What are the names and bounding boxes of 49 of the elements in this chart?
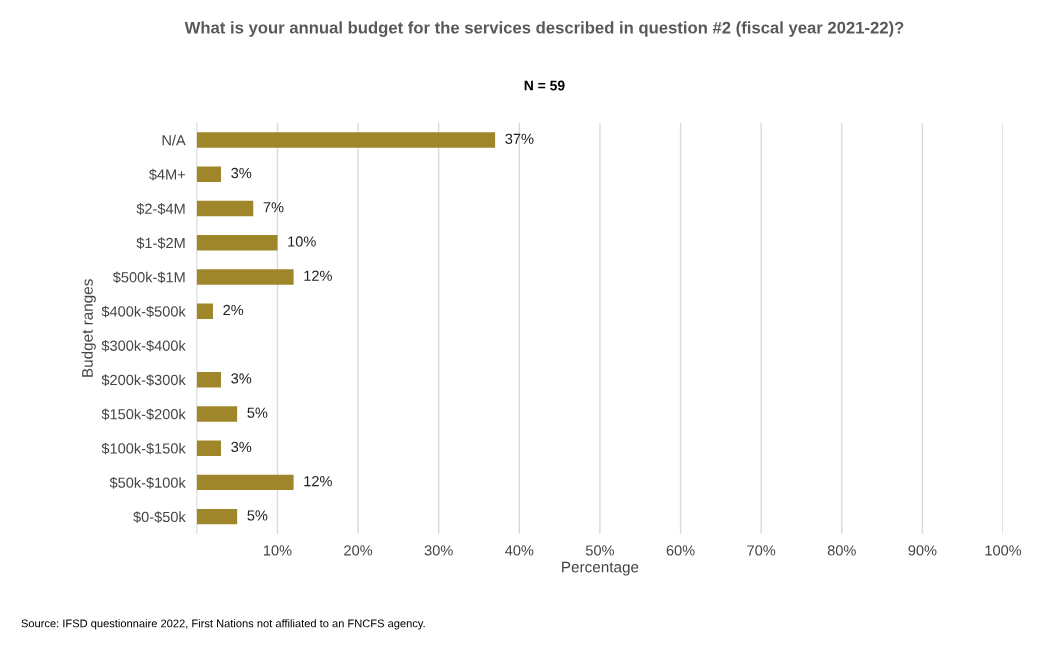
x-tick-label: 100% <box>985 545 1022 556</box>
bar <box>196 406 238 422</box>
x-tick-label: 80% <box>827 545 856 556</box>
y-tick-label: $400k-$500k <box>101 305 186 318</box>
x-tick-label: 70% <box>747 545 776 556</box>
data-label: 12% <box>304 476 332 487</box>
data-label: 3% <box>231 373 252 384</box>
y-tick-label: $300k-$400k <box>101 339 186 352</box>
y-tick-label: N/A <box>162 134 186 146</box>
bar <box>196 303 213 319</box>
y-tick-label: $100k-$150k <box>101 442 186 455</box>
data-label: 5% <box>247 407 268 418</box>
bar <box>196 269 294 285</box>
bar <box>196 508 238 525</box>
y-tick-label: $1-$2M <box>136 237 185 250</box>
y-tick-label: $4M+ <box>149 168 186 181</box>
x-tick-label: 20% <box>344 545 373 556</box>
x-axis-title: Percentage <box>562 561 639 576</box>
data-label: 2% <box>223 304 244 316</box>
x-tick-label: 40% <box>505 545 534 556</box>
bar <box>196 372 222 388</box>
bar <box>196 474 294 491</box>
bar <box>196 200 254 217</box>
y-tick-label: $200k-$300k <box>101 374 186 386</box>
x-tick-label: 10% <box>263 545 292 556</box>
data-label: 3% <box>231 441 252 453</box>
y-tick-label: $50k-$100k <box>109 476 186 489</box>
data-label: 5% <box>247 510 268 521</box>
bar <box>196 132 496 148</box>
source-note: Source: IFSD questionnaire 2022, First Nations not affiliated to an FNCFS agency. <box>21 619 425 630</box>
y-tick-label: $150k-$200k <box>101 408 186 421</box>
data-label: 37% <box>505 133 534 144</box>
x-tick-label: 60% <box>666 545 695 556</box>
data-label: 10% <box>288 236 316 247</box>
bar <box>196 235 278 251</box>
y-tick-label: $0-$50k <box>133 511 186 523</box>
data-label: 12% <box>304 270 332 281</box>
y-tick-label: $500k-$1M <box>112 271 185 284</box>
x-tick-label: 50% <box>585 545 615 556</box>
x-tick-label: 30% <box>424 545 453 556</box>
y-axis-title: Budget ranges <box>81 279 96 377</box>
bar <box>196 440 222 456</box>
bar <box>196 166 222 182</box>
x-tick-label: 90% <box>908 545 937 556</box>
chart-title: What is your annual budget for the services described in question #2 (fiscal year 2021-22)? <box>184 21 904 37</box>
data-label: 7% <box>263 202 284 213</box>
y-tick-label: $2-$4M <box>136 203 185 215</box>
data-label: 3% <box>231 167 252 179</box>
chart-subtitle: N = 59 <box>524 80 565 91</box>
